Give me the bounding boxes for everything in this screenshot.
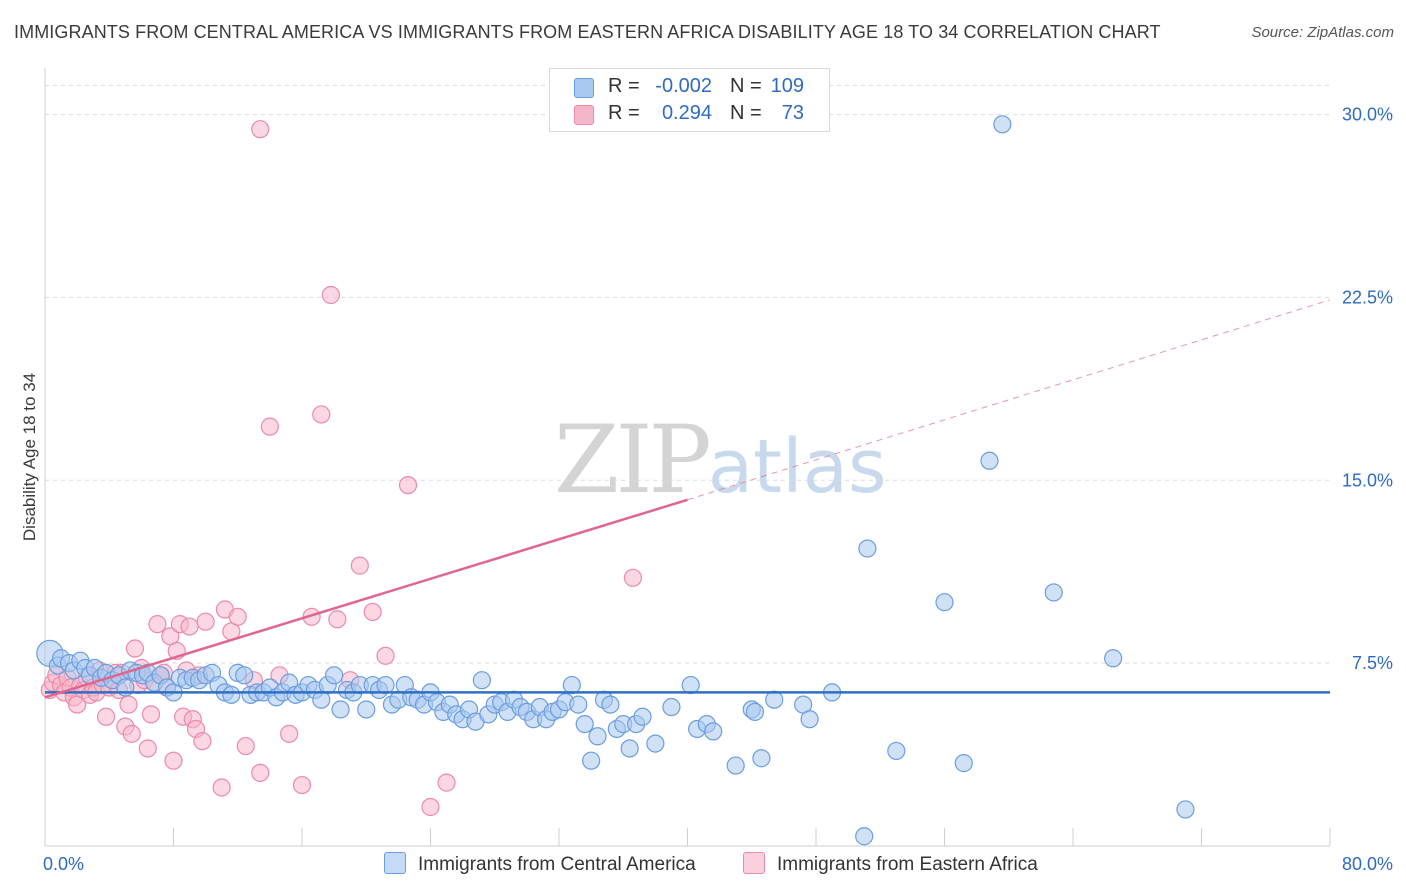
central-america-point [222, 685, 241, 704]
r-label: R = [608, 102, 640, 124]
eastern-africa-point [437, 773, 456, 792]
eastern-africa-point [421, 797, 440, 817]
central-america-point [562, 675, 581, 695]
central-america-point [588, 727, 607, 746]
legend-label: Immigrants from Central America [418, 854, 696, 875]
eastern-africa-point [328, 610, 347, 629]
eastern-africa-point [321, 285, 341, 305]
x-tick-label: 80.0% [1342, 854, 1393, 874]
central-america-point [858, 539, 877, 558]
eastern-africa-point [212, 778, 231, 797]
eastern-africa-trendline [44, 498, 688, 699]
eastern-africa-point [292, 775, 312, 795]
central-america-point [681, 675, 700, 695]
central-america-point [935, 593, 954, 612]
y-tick-label: 7.5% [1352, 653, 1393, 673]
central-america-point [662, 697, 681, 717]
watermark-zip: ZIP [554, 406, 712, 515]
central-america-point [357, 700, 376, 719]
eastern-africa-point [164, 751, 183, 770]
r-value: 0.294 [661, 102, 712, 124]
eastern-africa-point [119, 695, 138, 714]
central-america-point [1176, 800, 1195, 819]
central-america-point [745, 702, 765, 722]
central-america-point [575, 714, 594, 734]
legend-item-central-america: Immigrants from Central America [384, 852, 696, 876]
central-america-point [235, 666, 254, 685]
legend-item-eastern-africa: Immigrants from Eastern Africa [743, 852, 1038, 876]
eastern-africa-point [251, 120, 270, 139]
eastern-africa-point [236, 736, 255, 756]
central-america-point [800, 710, 819, 729]
central-america-point [1104, 649, 1123, 668]
eastern-africa-point [148, 615, 167, 634]
pink-legend-swatch [743, 852, 765, 874]
stats-legend: R = -0.002 N = 109 R = 0.294 N = 73 [549, 68, 830, 132]
eastern-africa-point [125, 639, 145, 658]
n-value: 73 [781, 102, 804, 124]
central-america-point [1044, 583, 1063, 602]
blue-swatch [574, 78, 594, 98]
stats-row-central-america: R = -0.002 N = 109 [550, 75, 829, 101]
eastern-africa-point [280, 724, 299, 743]
n-label: N = [730, 102, 762, 124]
central-america-point [601, 695, 620, 714]
r-label: R = [608, 75, 640, 97]
central-america-point [376, 675, 395, 695]
central-america-point [325, 666, 344, 685]
central-america-point [980, 451, 999, 470]
central-america-point [582, 751, 601, 770]
central-america-point [765, 690, 784, 709]
eastern-africa-point [623, 568, 642, 587]
n-label: N = [730, 75, 762, 97]
y-axis-label: Disability Age 18 to 34 [20, 372, 39, 542]
central-america-point [752, 749, 771, 768]
eastern-africa-point [251, 763, 270, 782]
central-america-point [855, 827, 874, 846]
eastern-africa-point [350, 556, 369, 575]
x-tick-label: 0.0% [43, 854, 84, 874]
eastern-africa-point [376, 646, 395, 665]
central-america-point [569, 695, 588, 714]
central-america-point [704, 722, 723, 741]
eastern-africa-trendline-extension [687, 299, 1331, 501]
eastern-africa-point [122, 724, 141, 743]
legend-label: Immigrants from Eastern Africa [777, 854, 1038, 875]
eastern-africa-point [141, 705, 161, 724]
eastern-africa-point [228, 607, 247, 626]
watermark: ZIPatlas [554, 406, 887, 515]
chart-title: IMMIGRANTS FROM CENTRAL AMERICA VS IMMIG… [14, 22, 1161, 42]
eastern-africa-point [398, 476, 418, 495]
n-value: 109 [770, 75, 804, 97]
eastern-africa-point [363, 602, 382, 622]
eastern-africa-point [96, 707, 116, 726]
central-america-point [954, 754, 973, 773]
blue-legend-swatch [384, 852, 406, 874]
y-tick-label: 30.0% [1342, 105, 1393, 125]
central-america-point [993, 115, 1012, 134]
eastern-africa-point [196, 612, 215, 631]
eastern-africa-point [180, 617, 199, 636]
eastern-africa-point [312, 405, 331, 424]
central-america-point [472, 671, 491, 690]
central-america-point [726, 756, 745, 775]
central-america-point [331, 700, 350, 719]
y-tick-label: 15.0% [1342, 470, 1393, 490]
central-america-point [887, 741, 906, 761]
central-america-point [633, 707, 652, 726]
pink-swatch [574, 105, 594, 125]
eastern-africa-point [138, 739, 157, 758]
eastern-africa-point [193, 732, 212, 751]
central-america-point [620, 739, 639, 758]
y-tick-label: 22.5% [1342, 287, 1393, 307]
source-label: Source: ZipAtlas.com [1251, 24, 1394, 41]
r-value: -0.002 [655, 75, 712, 97]
watermark-atlas: atlas [707, 424, 887, 510]
eastern-africa-point [260, 417, 279, 436]
stats-row-eastern-africa: R = 0.294 N = 73 [550, 102, 829, 128]
central-america-point [646, 734, 665, 753]
